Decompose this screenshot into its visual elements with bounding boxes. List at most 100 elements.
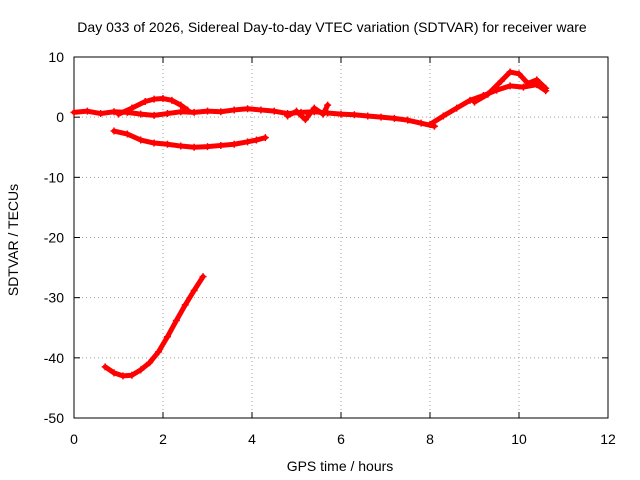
data-point bbox=[497, 77, 505, 85]
data-point bbox=[150, 139, 158, 147]
y-tick-label: -30 bbox=[44, 290, 64, 306]
data-point bbox=[324, 101, 332, 109]
x-tick-label: 10 bbox=[511, 431, 527, 447]
series-track-main-near-zero bbox=[70, 105, 438, 130]
series-track bbox=[427, 82, 549, 127]
y-axis-label: SDTVAR / TECUs bbox=[5, 184, 21, 296]
data-point bbox=[199, 273, 207, 281]
data-point bbox=[230, 140, 238, 148]
data-point bbox=[155, 348, 163, 356]
data-point bbox=[150, 111, 158, 119]
series-track bbox=[116, 96, 190, 117]
data-point bbox=[83, 107, 91, 115]
data-point bbox=[190, 108, 198, 116]
series-track bbox=[102, 274, 206, 379]
data-point bbox=[110, 108, 118, 116]
data-point bbox=[70, 108, 78, 116]
data-point bbox=[364, 112, 372, 120]
data-point bbox=[177, 108, 185, 116]
series-track-wiggle bbox=[284, 101, 332, 124]
x-tick-label: 6 bbox=[337, 431, 345, 447]
data-point bbox=[177, 101, 185, 109]
data-point bbox=[183, 106, 191, 114]
data-point bbox=[172, 317, 180, 325]
y-tick-label: 10 bbox=[48, 49, 64, 65]
data-point bbox=[217, 141, 225, 149]
data-point bbox=[190, 286, 198, 294]
y-tick-label: -20 bbox=[44, 230, 64, 246]
data-point bbox=[137, 136, 145, 144]
data-point bbox=[350, 111, 358, 119]
series-track-rise-late-peak bbox=[471, 68, 550, 106]
data-point bbox=[404, 116, 412, 124]
data-point bbox=[244, 105, 252, 113]
data-point bbox=[159, 95, 167, 103]
data-point bbox=[515, 70, 523, 78]
data-point bbox=[484, 90, 492, 98]
data-point bbox=[466, 96, 474, 104]
data-point bbox=[204, 107, 211, 115]
y-tick-label: -50 bbox=[44, 410, 64, 426]
series-track-rise-late bbox=[426, 81, 550, 128]
data-point bbox=[137, 366, 145, 374]
data-point bbox=[181, 301, 189, 309]
data-point bbox=[230, 106, 238, 114]
data-point bbox=[301, 116, 309, 124]
series-track bbox=[71, 106, 437, 129]
data-point bbox=[439, 112, 447, 120]
series-track-deep-negative bbox=[101, 273, 207, 380]
data-point bbox=[128, 371, 136, 379]
data-point bbox=[506, 68, 514, 76]
data-point bbox=[519, 83, 527, 91]
series-track bbox=[111, 128, 268, 150]
data-point bbox=[119, 372, 127, 380]
data-point bbox=[319, 110, 327, 118]
data-point bbox=[270, 107, 278, 115]
data-point bbox=[101, 363, 109, 371]
x-tick-label: 8 bbox=[426, 431, 434, 447]
data-point bbox=[110, 127, 118, 135]
data-point bbox=[168, 96, 176, 104]
data-point bbox=[426, 120, 434, 128]
data-point bbox=[141, 98, 149, 106]
data-point bbox=[244, 138, 252, 146]
data-point bbox=[163, 140, 171, 148]
x-tick-label: 12 bbox=[600, 431, 616, 447]
data-point bbox=[471, 98, 478, 106]
data-point bbox=[177, 142, 185, 150]
data-point bbox=[190, 143, 198, 151]
data-point bbox=[150, 95, 158, 103]
y-tick-label: -40 bbox=[44, 350, 64, 366]
data-point bbox=[337, 110, 345, 118]
x-tick-label: 2 bbox=[159, 431, 167, 447]
x-axis-label: GPS time / hours bbox=[287, 458, 394, 474]
data-point bbox=[261, 134, 269, 142]
data-series bbox=[70, 68, 550, 380]
data-point bbox=[204, 143, 211, 151]
x-tick-label: 4 bbox=[248, 431, 256, 447]
data-point bbox=[310, 104, 318, 112]
data-point bbox=[524, 79, 532, 87]
data-point bbox=[97, 110, 105, 118]
data-point bbox=[163, 333, 171, 341]
data-point bbox=[137, 110, 145, 118]
y-tick-label: -10 bbox=[44, 169, 64, 185]
data-point bbox=[506, 82, 514, 90]
y-tick-label: 0 bbox=[56, 109, 64, 125]
data-point bbox=[453, 104, 461, 112]
data-point bbox=[417, 119, 425, 127]
data-point bbox=[110, 369, 118, 377]
data-point bbox=[533, 76, 541, 84]
chart-title: Day 033 of 2026, Sidereal Day-to-day VTE… bbox=[77, 19, 587, 35]
data-point bbox=[123, 130, 131, 138]
axis-ticks: 0 2 4 6 8 10 12 -50 -40 -30 -20 -10 0 10 bbox=[44, 49, 616, 447]
data-point bbox=[146, 359, 154, 367]
data-point bbox=[217, 108, 225, 116]
data-point bbox=[542, 84, 550, 92]
data-point bbox=[163, 110, 171, 118]
series-track-hump bbox=[115, 95, 191, 118]
x-tick-label: 0 bbox=[70, 431, 78, 447]
data-point bbox=[128, 104, 136, 112]
data-point bbox=[293, 107, 300, 115]
